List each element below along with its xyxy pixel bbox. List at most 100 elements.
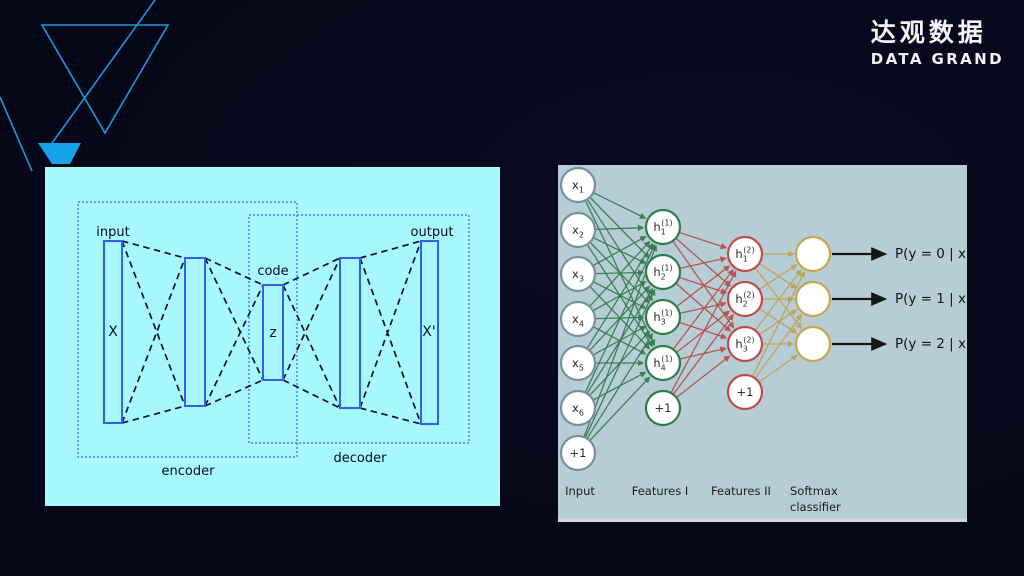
decoration-triangles bbox=[0, 0, 170, 172]
decoder-hidden-rect bbox=[339, 257, 361, 409]
input-node-label: x4 bbox=[572, 312, 584, 329]
input-layer: x1 x2 x3 x4 x5 x6 +1 bbox=[559, 166, 597, 472]
neural-network-panel: x1 x2 x3 x4 x5 x6 +1 h1(1) h2(1) h3(1) h… bbox=[558, 165, 967, 522]
caption-features1: Features I bbox=[632, 484, 689, 498]
network-edge bbox=[584, 288, 656, 438]
input-node-label: x3 bbox=[572, 267, 584, 284]
caption-input: Input bbox=[565, 484, 595, 498]
network-edge bbox=[758, 354, 798, 383]
network-edge bbox=[593, 281, 647, 309]
logo-chinese: 达观数据 bbox=[870, 18, 987, 47]
network-edge bbox=[679, 256, 727, 269]
z-label: z bbox=[269, 325, 276, 341]
network-edge bbox=[759, 264, 798, 290]
input-node bbox=[559, 211, 597, 249]
network-edges bbox=[583, 192, 805, 441]
input-node-label: x5 bbox=[572, 356, 584, 373]
encoder-box bbox=[77, 201, 298, 458]
input-node bbox=[559, 166, 597, 204]
features1-node bbox=[644, 208, 682, 246]
network-edge bbox=[589, 240, 651, 307]
input-node-label: x1 bbox=[572, 178, 584, 195]
autoencoder-connections bbox=[121, 240, 422, 425]
features2-layer: h1(2) h2(2) h3(2) +1 bbox=[726, 235, 764, 411]
network-edge bbox=[679, 231, 728, 250]
code-layer-rect bbox=[262, 284, 284, 381]
features1-node bbox=[644, 298, 682, 336]
code-label: code bbox=[257, 264, 288, 279]
network-edge bbox=[592, 236, 647, 267]
input-bias-node bbox=[559, 434, 597, 472]
features1-node bbox=[644, 253, 682, 291]
caption-features2: Features II bbox=[711, 484, 771, 498]
features2-node-label: h3(2) bbox=[735, 336, 754, 354]
network-edge bbox=[586, 242, 654, 349]
caption-softmax-line1: Softmax bbox=[790, 484, 838, 498]
encoder-label: encoder bbox=[162, 464, 216, 479]
network-edge bbox=[676, 265, 731, 307]
features2-bias-label: +1 bbox=[737, 385, 754, 399]
features1-node-label: h4(1) bbox=[653, 355, 672, 373]
features1-node bbox=[644, 344, 682, 382]
network-edge bbox=[679, 276, 728, 295]
x-prime-label: X' bbox=[422, 324, 435, 340]
features2-node bbox=[726, 325, 764, 363]
input-label: input bbox=[96, 225, 129, 240]
input-layer-rect bbox=[103, 240, 123, 424]
network-edge bbox=[754, 314, 802, 379]
autoencoder-diagram: input code output X z X' encoder decoder bbox=[77, 201, 470, 479]
neural-network-diagram: x1 x2 x3 x4 x5 x6 +1 h1(1) h2(1) h3(1) h… bbox=[559, 166, 967, 514]
network-edge bbox=[584, 243, 656, 393]
network-edge bbox=[679, 321, 728, 340]
network-edge bbox=[679, 346, 727, 360]
network-edge bbox=[583, 244, 658, 437]
softmax-node bbox=[794, 280, 832, 318]
logo: 达观数据 DATA GRAND bbox=[871, 19, 1004, 68]
network-edge bbox=[595, 224, 645, 232]
logo-english: DATA GRAND bbox=[870, 49, 1004, 68]
features2-node-label: h1(2) bbox=[735, 246, 754, 264]
softmax-layer bbox=[794, 235, 832, 363]
network-edge bbox=[754, 268, 802, 331]
input-node-label: x6 bbox=[572, 401, 584, 418]
network-edge bbox=[586, 332, 654, 439]
features1-bias-label: +1 bbox=[655, 401, 672, 415]
diagonal-line-icon bbox=[49, 0, 156, 147]
network-edge bbox=[752, 270, 805, 377]
softmax-node bbox=[794, 325, 832, 363]
features1-node-label: h2(1) bbox=[653, 264, 672, 282]
features2-bias-node bbox=[726, 373, 764, 411]
input-node-label: x2 bbox=[572, 223, 584, 240]
network-edge bbox=[675, 238, 731, 287]
encoder-hidden-rect bbox=[184, 257, 206, 407]
features1-node-label: h3(1) bbox=[653, 309, 672, 327]
network-edge bbox=[672, 268, 734, 350]
input-node bbox=[559, 389, 597, 427]
network-edge bbox=[672, 313, 734, 395]
network-edge bbox=[670, 270, 737, 393]
output-layer-rect bbox=[420, 240, 439, 425]
autoencoder-panel: input code output X z X' encoder decoder bbox=[45, 167, 500, 506]
probability-label: P(y = 1 | x) bbox=[895, 291, 967, 307]
softmax-node bbox=[794, 235, 832, 273]
features2-node-label: h2(2) bbox=[735, 291, 754, 309]
probability-label: P(y = 0 | x) bbox=[895, 246, 967, 262]
features1-layer: h1(1) h2(1) h3(1) h4(1) +1 bbox=[644, 208, 682, 427]
input-bias-label: +1 bbox=[570, 446, 587, 460]
network-edge bbox=[759, 308, 798, 334]
input-node bbox=[559, 300, 597, 338]
network-edge bbox=[589, 376, 651, 441]
network-edge bbox=[754, 267, 802, 330]
triangle-outline-icon bbox=[40, 24, 170, 135]
network-edge bbox=[759, 309, 798, 335]
network-edge bbox=[675, 283, 731, 332]
x-label: X bbox=[108, 324, 118, 340]
input-node bbox=[559, 255, 597, 293]
decoder-label: decoder bbox=[334, 451, 388, 466]
funnel-icon bbox=[38, 143, 81, 164]
features1-node-label: h1(1) bbox=[653, 219, 672, 237]
probability-label: P(y = 2 | x) bbox=[895, 336, 967, 352]
network-edge bbox=[589, 197, 650, 259]
input-node bbox=[559, 344, 597, 382]
